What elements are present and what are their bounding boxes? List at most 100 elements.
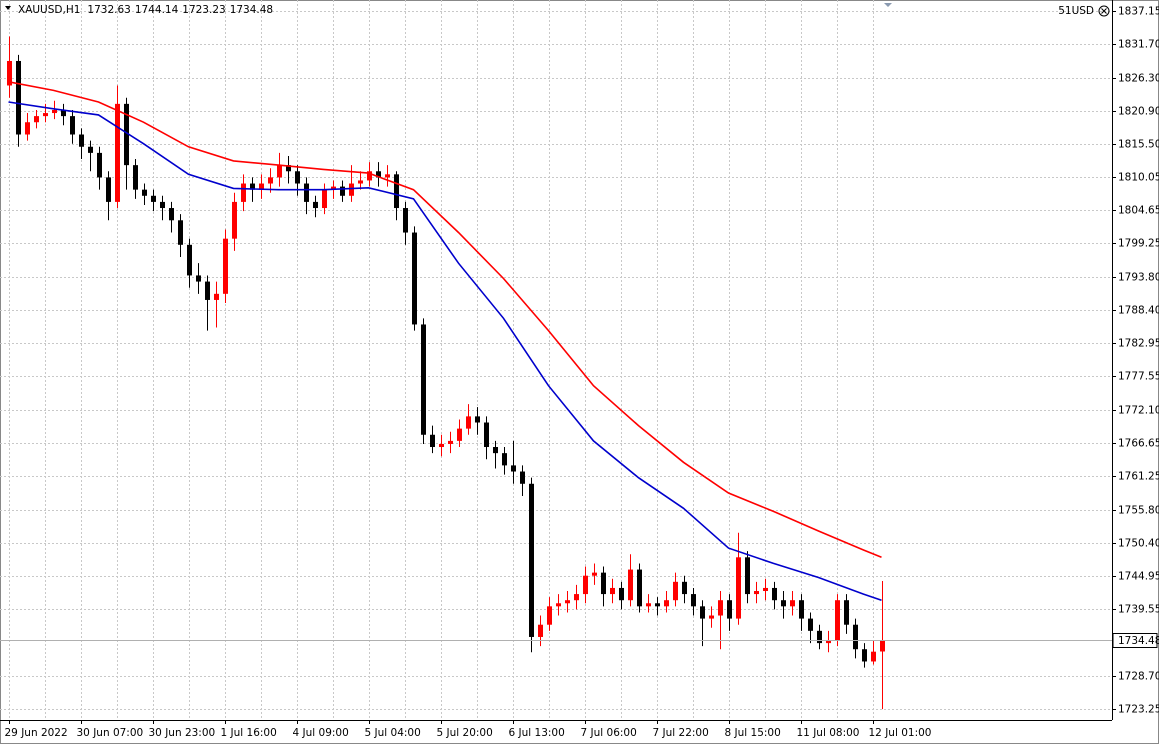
candle-body [529, 483, 534, 637]
candle-body [628, 569, 633, 601]
candle-body [511, 465, 516, 472]
candle-body [187, 244, 192, 276]
candle-body [16, 60, 21, 135]
candle-body [106, 177, 111, 202]
candle-body [691, 594, 696, 607]
y-tick-label: 1804.65 [1118, 205, 1159, 217]
candle-body [7, 60, 12, 86]
candle-body [331, 186, 336, 190]
candle-body [376, 171, 381, 178]
candle-body [871, 651, 876, 662]
candle-body [394, 174, 399, 209]
candle-body [133, 165, 138, 190]
candle-body [169, 208, 174, 221]
candle-body [799, 600, 804, 619]
candle-body [457, 428, 462, 441]
candle-body [286, 165, 291, 172]
y-tick-label: 1772.10 [1118, 405, 1159, 417]
candle-body [880, 640, 885, 652]
low-value: 1723.23 [182, 4, 225, 16]
candle-body [277, 165, 282, 178]
candle-body [151, 195, 156, 202]
candle-body [349, 183, 354, 196]
grid [0, 0, 1112, 720]
candle-body [142, 189, 147, 196]
close-value: 1734.48 [230, 4, 273, 16]
candle-body [241, 183, 246, 202]
candle-body [736, 557, 741, 619]
y-tick-label: 1837.15 [1118, 6, 1159, 18]
y-tick-label: 1728.70 [1118, 671, 1159, 683]
candle-body [115, 103, 120, 202]
candle-body [475, 416, 480, 423]
candle-body [673, 581, 678, 601]
candle-body [637, 569, 642, 607]
shift-marker[interactable] [884, 3, 892, 7]
candle-body [727, 600, 732, 619]
candle-body [493, 447, 498, 454]
candle-body [178, 220, 183, 245]
y-tick-label: 1815.50 [1118, 139, 1159, 151]
candle-body [421, 324, 426, 435]
candle-body [700, 606, 705, 619]
x-tick-label: 6 Jul 13:00 [509, 727, 565, 739]
candle-body [160, 201, 165, 209]
y-tick-label: 1788.40 [1118, 305, 1159, 317]
y-tick-label: 1744.95 [1118, 571, 1159, 583]
x-tick-label: 30 Jun 07:00 [77, 727, 144, 739]
candle-body [97, 152, 102, 178]
menu-arrow[interactable] [5, 6, 11, 10]
candle-body [682, 581, 687, 595]
candle-body [403, 208, 408, 233]
candle-body [745, 557, 750, 595]
y-tick-label: 1755.80 [1118, 505, 1159, 517]
y-tick-label: 1777.55 [1118, 371, 1159, 383]
open-value: 1732.63 [87, 4, 130, 16]
candle-body [466, 416, 471, 429]
candle-body [61, 109, 66, 117]
candle-body [862, 649, 867, 662]
candle-body [250, 183, 255, 190]
candle-body [304, 183, 309, 202]
price-label: 1734.48 [1118, 635, 1159, 647]
candle-body [295, 171, 300, 184]
candle-body [358, 180, 363, 184]
candle-body [340, 186, 345, 196]
candle-body [646, 603, 651, 607]
ma-line [8, 81, 882, 559]
candle-body [844, 600, 849, 625]
ma-line [8, 101, 882, 601]
candle-body [70, 116, 75, 135]
candle-body [547, 606, 552, 625]
y-tick-label: 1761.25 [1118, 471, 1159, 483]
candle-body [79, 134, 84, 147]
candle-body [124, 103, 129, 166]
candle-body [430, 434, 435, 448]
y-tick-label: 1820.90 [1118, 106, 1159, 118]
candle-body [817, 630, 822, 644]
x-tick-label: 7 Jul 06:00 [581, 727, 637, 739]
candle-body [583, 575, 588, 595]
candle-body [808, 618, 813, 631]
candle-body [88, 146, 93, 153]
header: XAUUSD,H1 1732.63 1744.14 1723.23 1734.48 [18, 4, 273, 16]
high-value: 1744.14 [135, 4, 179, 16]
candle-body [232, 201, 237, 239]
x-tick-label: 8 Jul 15:00 [725, 727, 781, 739]
close-icon[interactable] [1098, 5, 1110, 17]
candle-body [538, 624, 543, 637]
candle-body [385, 174, 390, 178]
price-label-box [1112, 633, 1158, 648]
candle-body [718, 600, 723, 616]
candle-body [34, 116, 39, 123]
candle-body [601, 572, 606, 595]
candle-body [439, 443, 444, 448]
account-label: 51USD [1058, 5, 1094, 17]
x-tick-label: 11 Jul 08:00 [797, 727, 860, 739]
candle-body [448, 440, 453, 444]
candle-body [772, 587, 777, 601]
x-tick-label: 1 Jul 16:00 [221, 727, 277, 739]
